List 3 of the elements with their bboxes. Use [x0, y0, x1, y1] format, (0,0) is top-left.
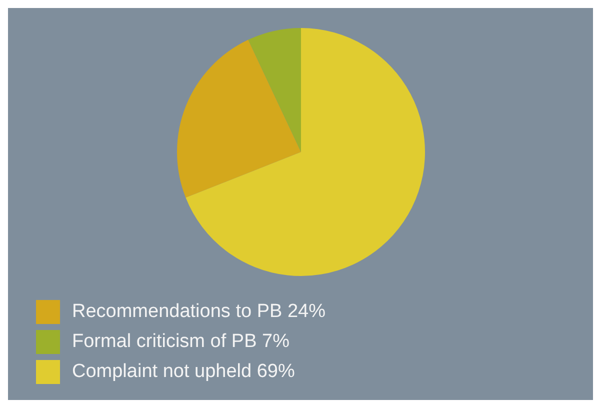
legend-label: Complaint not upheld 69%	[72, 361, 295, 383]
legend-label: Formal criticism of PB 7%	[72, 331, 290, 353]
legend-label: Recommendations to PB 24%	[72, 301, 326, 323]
